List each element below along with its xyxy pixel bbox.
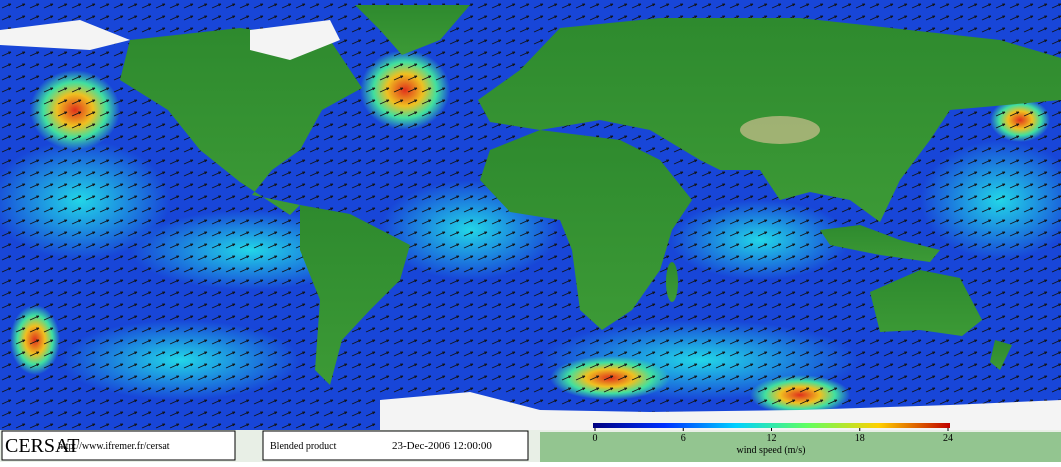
date: 23-Dec-2006 12:00:00	[392, 440, 492, 452]
sea-ice	[0, 20, 1061, 430]
colorbar-tick-label: 12	[767, 433, 777, 444]
colorbar-tick-label: 0	[593, 433, 598, 444]
colorbar-scale	[593, 423, 950, 428]
colorbar-tick-label: 18	[855, 433, 865, 444]
product: Blended product	[270, 441, 337, 452]
antarctica	[540, 432, 1061, 462]
logo: CERSAT	[5, 435, 79, 457]
colorbar: wind speed (m/s) 0 6 12 18 24	[593, 423, 953, 456]
url: http://www.ifremer.fr/cersat	[58, 441, 170, 452]
colorbar-tick-label: 6	[681, 433, 686, 444]
product-box	[262, 430, 529, 461]
colorbar-tick-label: 24	[943, 433, 953, 444]
colorbar-label: wind speed (m/s)	[737, 445, 806, 456]
tibet-plateau	[740, 116, 820, 144]
logo-box	[1, 430, 236, 461]
